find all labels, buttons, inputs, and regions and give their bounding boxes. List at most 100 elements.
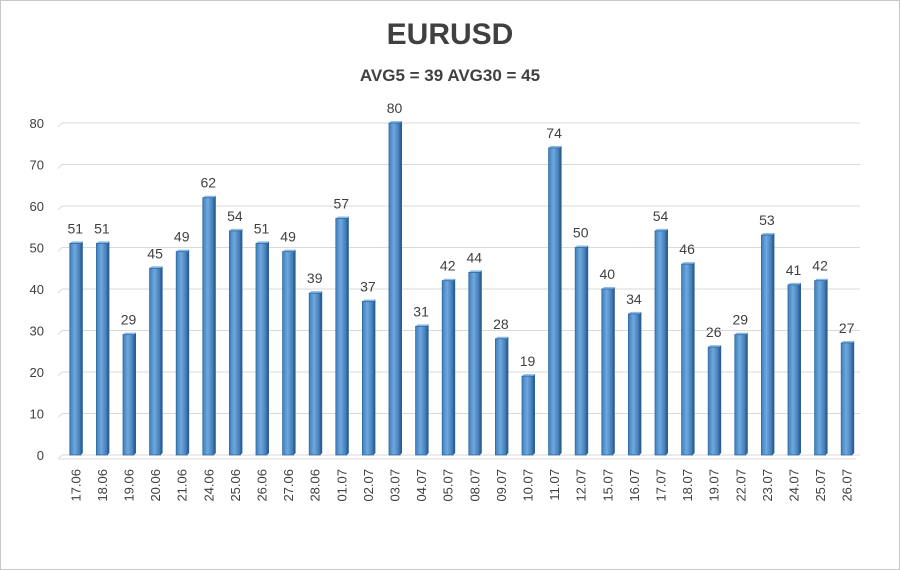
gridline-depth: [57, 330, 63, 335]
bar-top: [468, 270, 482, 273]
bar-top: [256, 241, 269, 244]
x-tick-label: 28.06: [308, 469, 323, 502]
x-tick-label: 15.07: [600, 469, 615, 502]
data-label: 57: [334, 195, 350, 211]
bar: [601, 288, 614, 456]
bar-side: [267, 241, 269, 455]
bar: [761, 234, 773, 456]
bar: [69, 242, 82, 456]
bar-top: [442, 278, 456, 281]
gridline-depth: [57, 454, 63, 460]
y-tick-label: 60: [30, 199, 44, 214]
bar-side: [320, 291, 323, 455]
bar-side: [692, 262, 695, 455]
bar-side: [745, 332, 748, 455]
bar-top: [202, 195, 216, 198]
y-tick-label: 0: [37, 448, 44, 463]
bar-top: [601, 287, 615, 289]
bar-side: [240, 228, 243, 455]
bar: [654, 230, 667, 456]
bar-side: [80, 241, 83, 455]
bar-top: [282, 249, 296, 252]
bar-side: [719, 345, 722, 455]
bar: [335, 218, 348, 456]
data-label: 39: [307, 270, 323, 286]
x-tick-label: 12.07: [574, 469, 589, 502]
bar-top: [814, 278, 828, 281]
data-label: 40: [600, 266, 616, 282]
bar-side: [825, 278, 828, 455]
bar-top: [788, 282, 801, 285]
bar: [574, 247, 587, 456]
x-tick-label: 24.07: [787, 469, 802, 502]
bar: [787, 284, 800, 456]
data-label: 80: [387, 100, 403, 116]
y-tick-label: 20: [30, 365, 44, 380]
x-tick-label: 11.07: [547, 469, 562, 501]
data-label: 54: [653, 208, 669, 224]
data-label: 46: [679, 241, 695, 257]
data-label: 31: [413, 303, 429, 319]
x-tick-label: 25.07: [813, 469, 828, 502]
bar-top: [362, 299, 376, 302]
bar-top: [548, 145, 562, 148]
bar-top: [708, 345, 722, 348]
bar-top: [495, 336, 509, 339]
bar: [282, 251, 295, 456]
bar-side: [453, 278, 456, 455]
data-label: 51: [68, 220, 84, 236]
x-tick-label: 24.06: [201, 469, 216, 502]
bar-side: [346, 216, 349, 455]
bar-top: [575, 245, 589, 248]
data-label: 29: [733, 312, 749, 328]
bar: [361, 301, 374, 456]
bar: [628, 313, 640, 456]
bar-side: [612, 287, 615, 455]
x-tick-label: 18.07: [680, 469, 695, 502]
gridline-depth: [57, 413, 63, 418]
data-label: 53: [759, 212, 775, 228]
x-tick-label: 25.06: [228, 469, 243, 502]
data-label: 62: [201, 175, 217, 191]
bar-side: [293, 249, 296, 455]
bar-side: [586, 245, 589, 455]
bar: [548, 147, 560, 456]
bar-side: [134, 332, 136, 455]
bar-top: [734, 332, 748, 335]
x-tick-label: 09.07: [494, 469, 509, 502]
bar-side: [533, 374, 535, 455]
data-label: 51: [254, 220, 270, 236]
bar-top: [335, 216, 349, 219]
x-tick-label: 16.07: [627, 469, 642, 502]
bar-side: [559, 145, 562, 455]
chart-title: EURUSD: [386, 18, 514, 51]
x-tick-label: 17.07: [654, 469, 669, 502]
data-label: 19: [520, 353, 536, 369]
gridline-depth: [57, 288, 63, 294]
bar-top: [309, 291, 323, 294]
x-tick-label: 19.06: [122, 469, 137, 502]
data-label: 49: [280, 229, 296, 245]
x-tick-label: 21.06: [175, 469, 190, 502]
gridline-depth: [57, 371, 63, 377]
data-label: 44: [467, 249, 483, 265]
bar-side: [187, 249, 190, 455]
bar-top: [123, 332, 136, 335]
x-tick-label: 02.07: [361, 469, 376, 502]
bar: [441, 280, 454, 456]
bar-side: [400, 121, 402, 455]
x-tick-label: 22.07: [733, 469, 748, 502]
bar-side: [426, 324, 429, 455]
bar-top: [229, 228, 243, 231]
bar: [202, 197, 215, 456]
bar: [494, 338, 507, 456]
bar-top: [176, 249, 190, 252]
bar-side: [852, 340, 855, 455]
data-label: 42: [812, 258, 828, 274]
bar-top: [841, 340, 855, 343]
bar: [149, 267, 162, 456]
gridline-depth: [57, 122, 63, 128]
bar-side: [799, 282, 801, 455]
data-label: 27: [839, 320, 855, 336]
y-tick-label: 30: [30, 324, 44, 339]
